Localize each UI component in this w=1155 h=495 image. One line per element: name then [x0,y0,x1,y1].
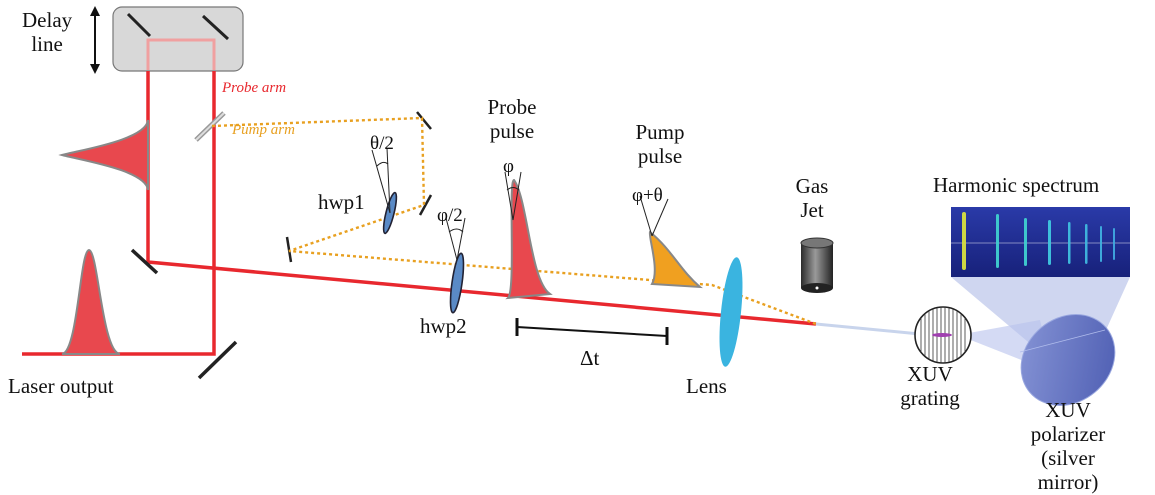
xuv-grating-icon [914,306,972,364]
hwp1-icon [371,147,398,235]
delay-line-label: Delay line [22,8,73,57]
probe-arm-label: Probe arm [222,80,287,96]
xuv-grating-label: XUV grating [900,362,960,411]
delay-line-mirror-right [201,14,230,41]
gas-jet-icon [800,237,834,293]
pump-pulse-label: Pump pulse [635,120,685,169]
delay-double-arrow [90,6,100,74]
harmonic-spectrum-label: Harmonic spectrum [933,173,1100,197]
probe-beam-main [22,71,216,356]
laser-output-pulse [61,248,121,355]
hwp1-label: hwp1 [318,190,365,214]
probe-arm-pulse [58,119,149,191]
probe-pulse-label: Probe pulse [487,95,537,144]
hwp2-icon [445,217,466,314]
mirror-pump-mid [418,194,433,216]
phi-theta-label: φ+θ [632,185,663,206]
pump-pulse-icon [639,195,703,289]
beamsplitter [194,111,226,142]
delay-marker [515,318,669,345]
gas-jet-label: Gas Jet [795,174,829,223]
theta-half-label: θ/2 [370,133,394,154]
delay-line-beam [146,38,216,70]
phi-label: φ [503,156,514,177]
laser-output-label: Laser output [8,374,114,398]
mirror-pump-left [285,236,293,263]
probe-pulse-icon [504,171,553,300]
diagram-canvas [22,6,1130,406]
lens-label: Lens [686,374,727,398]
xuv-beam [815,322,931,337]
phi-half-label: φ/2 [437,205,463,226]
delta-t-label: Δt [580,346,600,370]
hwp2-label: hwp2 [420,314,467,338]
pump-arm-label: Pump arm [232,122,295,138]
probe-beam-arm [146,71,817,326]
delay-line-mirror-left [126,12,152,38]
setup-diagram: Delay line Probe arm Pump arm Laser outp… [8,6,1130,494]
mirror-pump-top [416,111,432,130]
lens-icon [719,257,743,367]
mirror-left-middle [130,248,159,275]
mirror-bottom-right [197,340,238,380]
xuv-polarizer-icon [958,314,1116,406]
xuv-polarizer-label: XUV polarizer (silver mirror) [1030,398,1106,495]
harmonic-spectrum-image [951,207,1130,277]
